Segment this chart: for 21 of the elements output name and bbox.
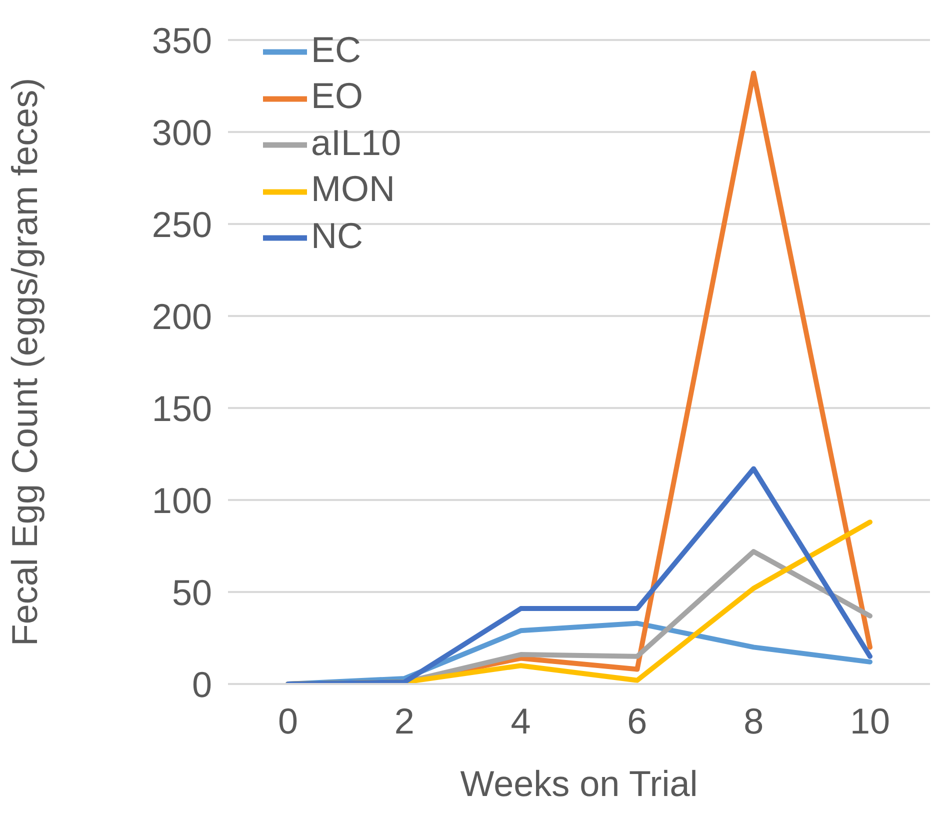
legend-label: EC (311, 29, 362, 70)
y-tick-label: 350 (152, 20, 212, 61)
x-tick-label: 8 (744, 700, 764, 742)
legend-label: aIL10 (311, 122, 402, 163)
x-tick-label: 2 (394, 700, 414, 742)
y-tick-label: 300 (152, 112, 212, 153)
y-axis-title: Fecal Egg Count (eggs/gram feces) (4, 78, 45, 646)
x-axis-title: Weeks on Trial (460, 763, 698, 804)
y-tick-label: 0 (192, 664, 212, 705)
legend-label: EO (311, 75, 364, 116)
legend-label: MON (311, 168, 395, 210)
legend-label: NC (311, 214, 363, 256)
y-tick-label: 250 (152, 204, 212, 245)
x-tick-label: 0 (278, 700, 298, 742)
x-tick-label: 6 (627, 700, 648, 742)
x-tick-label: 4 (510, 700, 531, 742)
y-tick-label: 150 (152, 388, 212, 429)
x-tick-label: 10 (850, 700, 890, 742)
y-tick-label: 50 (172, 572, 212, 613)
y-tick-label: 200 (152, 296, 212, 337)
y-tick-label: 100 (152, 480, 212, 521)
